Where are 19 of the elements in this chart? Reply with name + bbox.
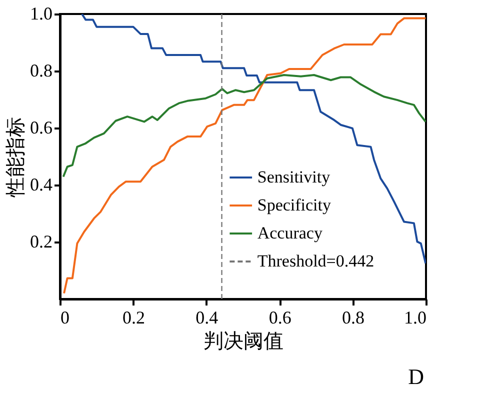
- legend-label: Accuracy: [257, 224, 323, 243]
- y-tick-label: 0.2: [30, 232, 52, 252]
- y-tick-label: 1.0: [30, 4, 52, 24]
- y-axis-title: 性能指标: [5, 117, 27, 198]
- x-tick-label: 0.4: [196, 308, 218, 328]
- y-tick-label: 0.6: [30, 118, 52, 138]
- legend-label: Specificity: [257, 196, 332, 215]
- x-tick-label: 0.8: [342, 308, 365, 328]
- y-tick-label: 0.8: [30, 60, 52, 80]
- x-tick-label: 0.6: [268, 308, 292, 328]
- ref-line-label: Threshold=0.442: [257, 252, 374, 271]
- y-tick-label: 0.4: [30, 174, 52, 194]
- x-axis-title: 判决阈值: [204, 330, 284, 352]
- text: D: [408, 364, 424, 389]
- legend-label: Sensitivity: [257, 168, 331, 187]
- x-tick-label: 1.0: [404, 308, 426, 328]
- x-tick-label: 0: [60, 308, 70, 328]
- x-tick-label: 0.2: [122, 308, 145, 328]
- line-series: [63, 17, 426, 294]
